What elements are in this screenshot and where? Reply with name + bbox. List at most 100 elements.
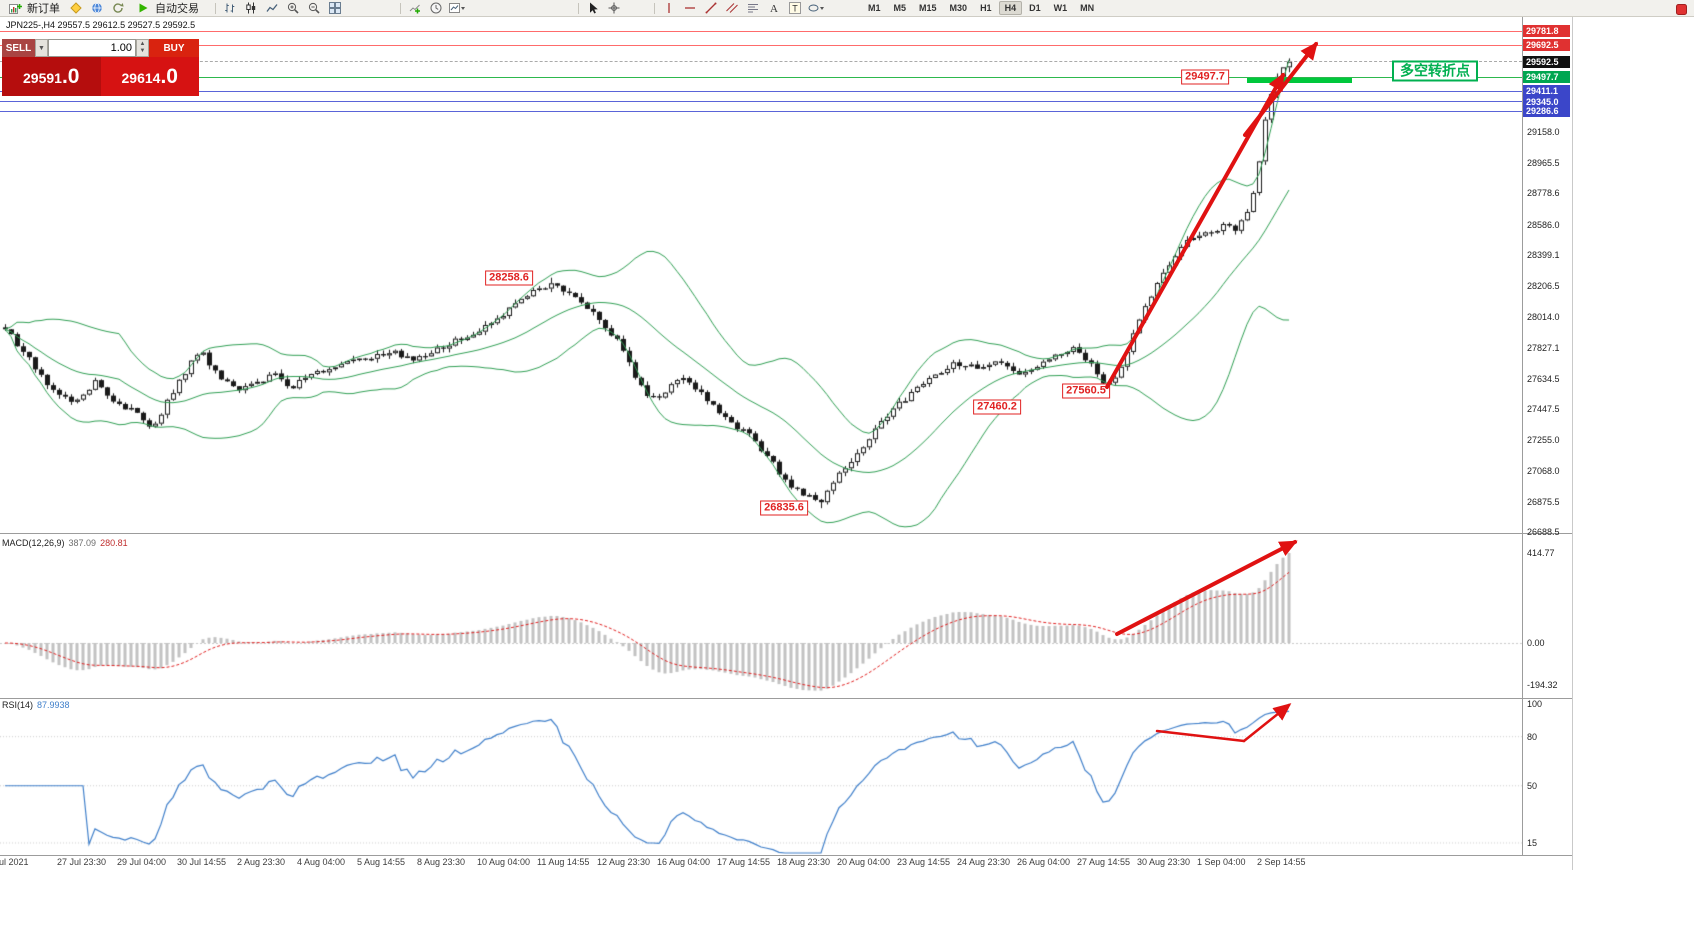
horizontal-line-icon[interactable] xyxy=(681,1,699,16)
text-label-icon[interactable]: T xyxy=(786,1,804,16)
time-axis-label: 24 Aug 23:30 xyxy=(957,857,1011,867)
zoom-in-icon[interactable] xyxy=(284,1,302,16)
one-click-trade-panel: SELL ▼ ▲▼ BUY 29591.0 29614.0 xyxy=(2,39,199,96)
toolbar-group-chart-type xyxy=(213,0,344,16)
tile-windows-icon[interactable] xyxy=(326,1,344,16)
buy-price-decimal: .0 xyxy=(160,65,178,88)
new-order-icon xyxy=(6,1,24,16)
panel-divider-macd-rsi[interactable] xyxy=(0,698,1572,699)
community-icon[interactable] xyxy=(88,1,106,16)
sell-price-decimal: .0 xyxy=(61,65,80,88)
periods-clock-icon[interactable] xyxy=(427,1,445,16)
crosshair-icon[interactable] xyxy=(605,1,623,16)
toolbar-separator xyxy=(215,2,216,14)
time-axis-label: 2 Sep 14:55 xyxy=(1257,857,1306,867)
shapes-icon[interactable] xyxy=(807,1,825,16)
order-type-dropdown[interactable]: ▼ xyxy=(35,39,48,57)
time-axis-label: 20 Aug 04:00 xyxy=(837,857,891,867)
time-axis-label: 12 Aug 23:30 xyxy=(597,857,651,867)
alert-icon[interactable] xyxy=(1672,2,1690,17)
autotrading-play-icon xyxy=(134,1,152,16)
timeframe-m15[interactable]: M15 xyxy=(919,3,937,13)
time-axis-label: 16 Aug 04:00 xyxy=(657,857,711,867)
rsi-value: 87.9938 xyxy=(37,700,70,710)
bar-chart-icon[interactable] xyxy=(221,1,239,16)
cursor-icon[interactable] xyxy=(584,1,602,16)
time-axis-label: 26 Jul 2021 xyxy=(0,857,29,867)
mql5-icon[interactable] xyxy=(67,1,85,16)
new-order-label: 新订单 xyxy=(27,3,60,15)
time-axis-label: 29 Jul 04:00 xyxy=(117,857,167,867)
autotrading-button[interactable]: 自动交易 xyxy=(130,1,203,16)
timeframe-h4[interactable]: H4 xyxy=(998,1,1023,15)
price-axis-border xyxy=(1522,17,1523,855)
new-order-button[interactable]: 新订单 xyxy=(2,1,64,16)
toolbar-group-cursor xyxy=(576,0,623,16)
sell-price-main: 29591 xyxy=(23,70,62,86)
toolbar-group-trading: 新订单 自动交易 xyxy=(2,0,203,16)
time-axis-label: 17 Aug 14:55 xyxy=(717,857,771,867)
indicators-icon[interactable] xyxy=(406,1,424,16)
timeframe-w1[interactable]: W1 xyxy=(1053,3,1068,13)
toolbar: 新订单 自动交易 A T xyxy=(0,0,1694,17)
panel-divider-main-macd[interactable] xyxy=(0,533,1572,534)
price-chart-canvas[interactable] xyxy=(0,0,1572,875)
time-axis-label: 26 Aug 04:00 xyxy=(1017,857,1071,867)
time-axis-label: 27 Jul 23:30 xyxy=(57,857,107,867)
toolbar-group-lines: A T xyxy=(652,0,825,16)
macd-main-value: 387.09 xyxy=(68,538,97,548)
symbol-ohlc-info: JPN225-,H4 29557.5 29612.5 29527.5 29592… xyxy=(6,20,196,30)
time-axis-label: 18 Aug 23:30 xyxy=(777,857,831,867)
toolbar-group-objects xyxy=(398,0,466,16)
timeframe-m30[interactable]: M30 xyxy=(949,3,968,13)
autotrading-label: 自动交易 xyxy=(155,3,199,15)
toolbar-separator xyxy=(400,2,401,14)
volume-input[interactable] xyxy=(48,39,136,57)
templates-icon[interactable] xyxy=(448,1,466,16)
buy-button[interactable]: BUY xyxy=(149,39,199,57)
macd-name: MACD(12,26,9) xyxy=(2,538,65,548)
time-axis-label: 23 Aug 14:55 xyxy=(897,857,951,867)
zoom-out-icon[interactable] xyxy=(305,1,323,16)
toolbar-separator xyxy=(578,2,579,14)
volume-down-icon[interactable]: ▼ xyxy=(139,48,146,54)
line-chart-icon[interactable] xyxy=(263,1,281,16)
refresh-icon[interactable] xyxy=(109,1,127,16)
time-axis-label: 30 Jul 14:55 xyxy=(177,857,227,867)
timeframe-mn[interactable]: MN xyxy=(1080,3,1095,13)
fibonacci-icon[interactable] xyxy=(744,1,762,16)
svg-text:A: A xyxy=(770,3,778,14)
time-axis-label: 1 Sep 04:00 xyxy=(1197,857,1246,867)
time-axis-label: 5 Aug 14:55 xyxy=(357,857,406,867)
time-axis-label: 10 Aug 04:00 xyxy=(477,857,531,867)
macd-signal-value: 280.81 xyxy=(100,538,128,548)
timeframe-m5[interactable]: M5 xyxy=(893,3,907,13)
toolbar-separator xyxy=(654,2,655,14)
time-axis-label: 27 Aug 14:55 xyxy=(1077,857,1131,867)
svg-text:T: T xyxy=(792,4,798,14)
time-axis-label: 4 Aug 04:00 xyxy=(297,857,346,867)
window-right-border xyxy=(1572,17,1573,870)
time-axis-label: 30 Aug 23:30 xyxy=(1137,857,1191,867)
macd-panel-label: MACD(12,26,9) 387.09 280.81 xyxy=(2,538,128,548)
timeframe-m1[interactable]: M1 xyxy=(868,3,881,13)
rsi-name: RSI(14) xyxy=(2,700,34,710)
sell-price[interactable]: 29591.0 xyxy=(2,57,101,96)
vertical-line-icon[interactable] xyxy=(660,1,678,16)
volume-up-icon[interactable]: ▲ xyxy=(139,41,146,47)
sell-button[interactable]: SELL xyxy=(2,39,35,57)
timeframe-d1[interactable]: D1 xyxy=(1029,3,1041,13)
volume-stepper[interactable]: ▲ ▼ xyxy=(136,39,149,57)
time-axis[interactable]: 26 Jul 2021 27 Jul 23:30 29 Jul 04:00 30 Ju… xyxy=(0,856,1572,870)
trendline-icon[interactable] xyxy=(702,1,720,16)
text-icon[interactable]: A xyxy=(765,1,783,16)
rsi-panel-label: RSI(14) 87.9938 xyxy=(2,700,70,710)
buy-price[interactable]: 29614.0 xyxy=(100,57,199,96)
buy-price-main: 29614 xyxy=(121,70,161,86)
time-axis-label: 11 Aug 14:55 xyxy=(537,857,590,867)
channel-icon[interactable] xyxy=(723,1,741,16)
time-axis-label: 2 Aug 23:30 xyxy=(237,857,286,867)
timeframe-buttons: M1 M5 M15 M30 H1 H4 D1 W1 MN xyxy=(862,0,1100,16)
timeframe-h1[interactable]: H1 xyxy=(980,3,992,13)
candlestick-chart-icon[interactable] xyxy=(242,1,260,16)
